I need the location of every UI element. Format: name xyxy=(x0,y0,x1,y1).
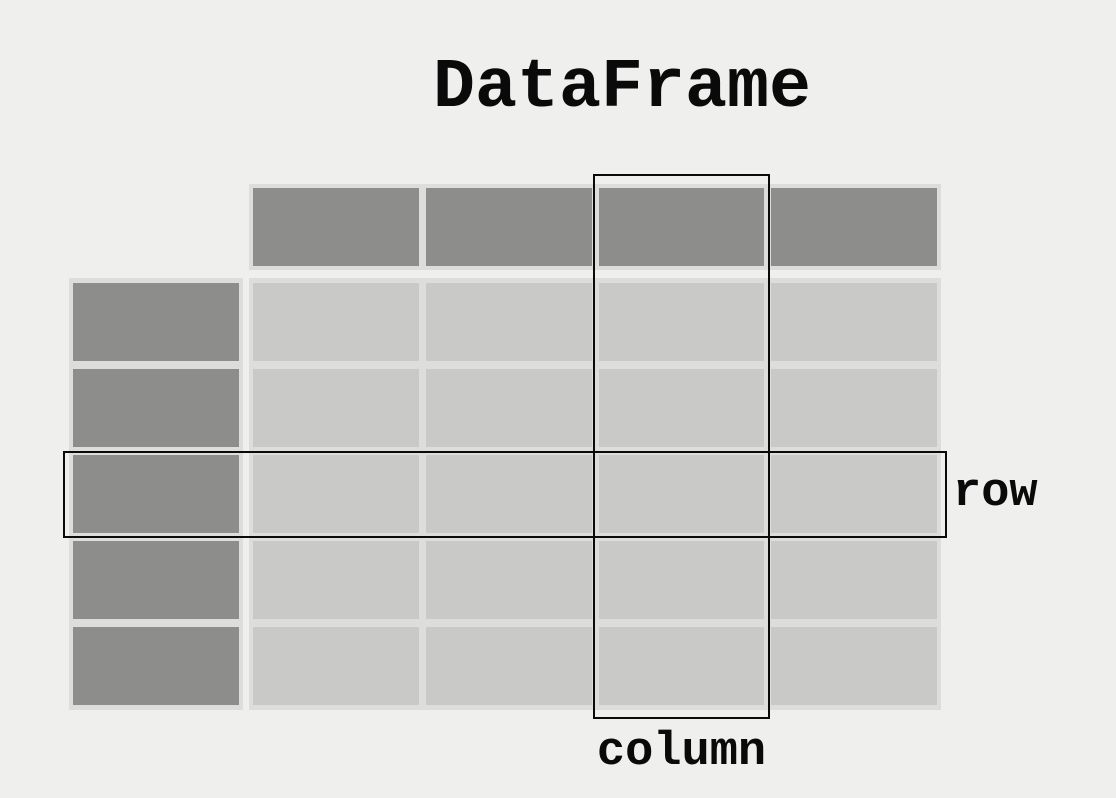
data-cell xyxy=(771,283,937,361)
header-cell xyxy=(771,188,937,266)
header-cell xyxy=(598,188,765,266)
data-cell xyxy=(425,627,592,705)
data-cell xyxy=(425,455,592,533)
data-cell xyxy=(253,541,419,619)
data-cell xyxy=(425,369,592,447)
diagram-title: DataFrame xyxy=(432,49,812,128)
index-column xyxy=(69,278,243,710)
data-cell xyxy=(598,283,765,361)
data-cell xyxy=(771,369,937,447)
data-cell xyxy=(598,455,765,533)
index-cell xyxy=(73,627,239,705)
column-label: column xyxy=(596,726,767,779)
header-row xyxy=(249,184,941,270)
data-cell xyxy=(598,627,765,705)
data-cell xyxy=(253,455,419,533)
index-cell xyxy=(73,369,239,447)
data-cell xyxy=(771,627,937,705)
data-cell xyxy=(425,283,592,361)
data-cell xyxy=(771,541,937,619)
data-cell xyxy=(598,541,765,619)
header-cell xyxy=(425,188,592,266)
data-cell xyxy=(253,627,419,705)
data-grid xyxy=(249,278,941,710)
index-cell xyxy=(73,283,239,361)
index-cell xyxy=(73,455,239,533)
header-cell xyxy=(253,188,419,266)
data-cell xyxy=(253,369,419,447)
data-cell xyxy=(771,455,937,533)
data-cell xyxy=(425,541,592,619)
row-label: row xyxy=(953,467,1038,520)
index-cell xyxy=(73,541,239,619)
data-cell xyxy=(598,369,765,447)
row-highlight-outline xyxy=(63,451,947,538)
column-highlight-outline xyxy=(593,174,770,719)
data-cell xyxy=(253,283,419,361)
